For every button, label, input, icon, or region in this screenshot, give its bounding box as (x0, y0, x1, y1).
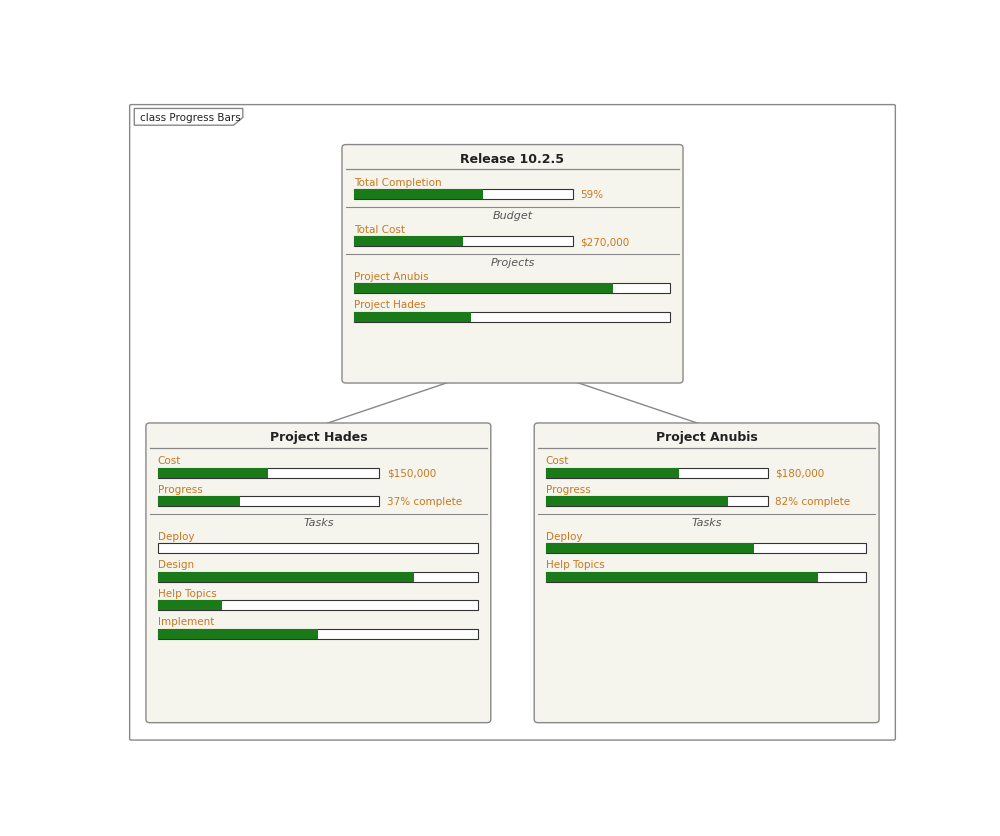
Text: Progress: Progress (546, 484, 591, 494)
Text: Project Anubis: Project Anubis (656, 431, 758, 444)
Bar (354, 237, 463, 247)
Bar (158, 497, 379, 507)
Bar (354, 313, 471, 323)
Text: Project Hades: Project Hades (354, 300, 425, 309)
Text: Cost: Cost (546, 456, 569, 466)
Bar (158, 497, 240, 507)
FancyBboxPatch shape (146, 424, 491, 723)
Bar (546, 468, 768, 478)
Text: Help Topics: Help Topics (546, 559, 605, 569)
Bar (546, 468, 679, 478)
Bar (354, 284, 670, 294)
Text: Tasks: Tasks (691, 517, 722, 527)
Text: Cost: Cost (158, 456, 181, 466)
Text: $150,000: $150,000 (387, 468, 436, 478)
Text: Release 10.2.5: Release 10.2.5 (460, 153, 564, 166)
Text: Total Completion: Total Completion (354, 177, 441, 187)
Bar (158, 572, 414, 582)
Text: 59%: 59% (581, 190, 604, 200)
Bar (546, 497, 768, 507)
Bar (546, 543, 866, 553)
Bar (354, 313, 670, 323)
Text: Project Hades: Project Hades (270, 431, 367, 444)
Text: Help Topics: Help Topics (158, 588, 216, 598)
Bar (158, 600, 478, 610)
Text: $180,000: $180,000 (775, 468, 825, 478)
Bar (158, 543, 478, 553)
Text: Total Cost: Total Cost (354, 224, 405, 234)
Bar (158, 468, 268, 478)
Bar (546, 497, 728, 507)
Bar (158, 468, 379, 478)
Text: Design: Design (158, 559, 194, 569)
Bar (546, 572, 818, 582)
Bar (546, 543, 754, 553)
Text: Budget: Budget (492, 211, 533, 221)
FancyBboxPatch shape (342, 145, 683, 384)
Text: Implement: Implement (158, 616, 214, 626)
Text: Deploy: Deploy (546, 531, 582, 541)
Text: 37% complete: 37% complete (387, 497, 462, 507)
Bar (354, 237, 573, 247)
Bar (158, 629, 478, 639)
FancyBboxPatch shape (534, 424, 879, 723)
Text: Deploy: Deploy (158, 531, 194, 541)
Polygon shape (134, 110, 243, 126)
Bar (354, 284, 613, 294)
Text: class Progress Bars: class Progress Bars (140, 113, 240, 123)
Text: 82% complete: 82% complete (775, 497, 851, 507)
Bar (354, 190, 483, 200)
Bar (158, 600, 222, 610)
Text: Projects: Projects (490, 257, 535, 268)
Bar (354, 190, 573, 200)
Bar (158, 629, 318, 639)
Text: $270,000: $270,000 (581, 237, 630, 247)
Text: Progress: Progress (158, 484, 202, 494)
Text: Project Anubis: Project Anubis (354, 271, 428, 281)
Text: Tasks: Tasks (303, 517, 334, 527)
Bar (158, 572, 478, 582)
Bar (546, 572, 866, 582)
